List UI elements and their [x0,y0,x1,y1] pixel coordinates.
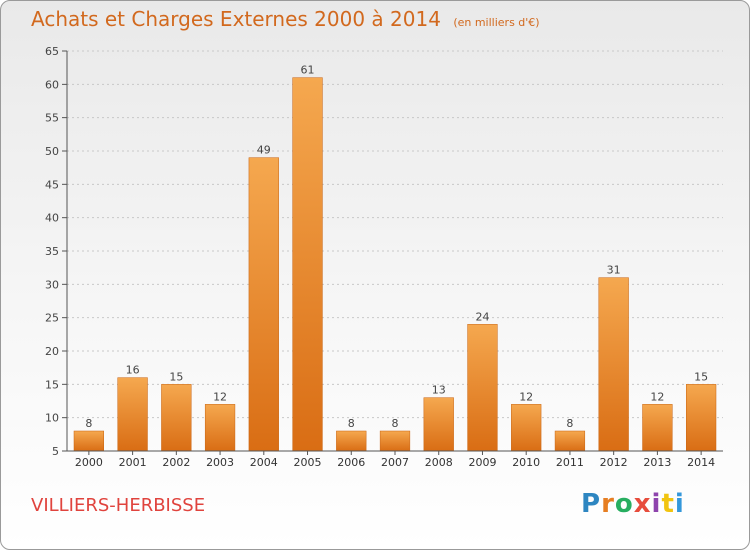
bar-2005 [292,77,323,452]
x-tick-label: 2002 [162,456,190,469]
bar-value-label: 12 [519,390,533,403]
logo-letter: t [661,489,675,519]
bar-2004 [248,157,279,452]
bar-2006 [336,430,367,452]
x-tick-label: 2014 [687,456,715,469]
x-tick-label: 2009 [468,456,496,469]
bar-value-label: 8 [566,417,573,430]
x-tick-label: 2004 [250,456,278,469]
y-tick-label: 50 [45,145,59,158]
y-tick-label: 60 [45,78,59,91]
logo-letter: i [651,489,662,519]
chart-title: Achats et Charges Externes 2000 à 2014 (… [31,7,540,31]
chart-unit: (en milliers d'€) [453,16,540,29]
axis-layer: 5 10 15 20 25 30 35 40 45 50 55 60 65 2000 2001 2002 200… [45,45,723,469]
y-tick-label: 65 [45,45,59,58]
y-tick-label: 45 [45,178,59,191]
bar-2012 [598,277,629,452]
bar-value-label: 15 [694,370,708,383]
y-tick-label: 40 [45,212,59,225]
x-tick-label: 2006 [337,456,365,469]
x-tick-label: 2007 [381,456,409,469]
bar-chart: 8 16 15 12 49 61 8 8 13 24 12 8 31 12 15 5 10 15 20 25 30 35… [45,45,723,469]
logo-letter: i [674,489,685,519]
chart-title-text: Achats et Charges Externes 2000 à 2014 [31,7,441,31]
logo-letter: o [614,489,634,519]
bar-2007 [379,430,411,452]
y-tick-label: 25 [45,312,59,325]
bar-value-label: 24 [475,310,489,323]
y-tick-label: 15 [45,378,59,391]
logo-letter: x [633,489,652,519]
bar-2003 [204,404,236,452]
logo-letter: P [581,489,602,519]
bar-2008 [423,397,454,452]
bar-value-label: 12 [650,390,664,403]
bar-2011 [554,430,586,452]
y-tick-label: 30 [45,278,59,291]
x-tick-label: 2013 [643,456,671,469]
bar-value-label: 8 [392,417,399,430]
bar-value-label: 16 [126,364,140,377]
bar-value-label: 49 [257,144,271,157]
x-tick-label: 2010 [512,456,540,469]
y-tick-label: 5 [52,445,59,458]
bar-2014 [686,384,717,452]
x-tick-label: 2012 [600,456,628,469]
commune-name: VILLIERS-HERBISSE [31,495,206,516]
x-tick-label: 2000 [75,456,103,469]
x-tick-label: 2005 [294,456,322,469]
bar-value-label: 8 [348,417,355,430]
y-tick-label: 35 [45,245,59,258]
x-tick-label: 2008 [425,456,453,469]
bar-2009 [467,324,498,452]
bar-value-label: 61 [301,64,315,77]
x-tick-label: 2003 [206,456,234,469]
bar-2010 [511,404,542,452]
y-tick-label: 20 [45,345,59,358]
bar-value-label: 13 [432,384,446,397]
x-tick-label: 2011 [556,456,584,469]
bar-2013 [642,404,673,452]
x-tick-label: 2001 [119,456,147,469]
bar-value-label: 12 [213,390,227,403]
y-tick-label: 55 [45,112,59,125]
bar-2000 [73,430,104,452]
bar-2001 [117,377,148,452]
bar-2002 [161,384,192,452]
bar-layer: 8 16 15 12 49 61 8 8 13 24 12 8 31 12 15 [73,64,717,452]
bar-value-label: 8 [85,417,92,430]
logo-letter: r [601,489,615,519]
bar-value-label: 31 [607,264,621,277]
bar-value-label: 15 [169,370,183,383]
y-tick-label: 10 [45,412,59,425]
proxiti-logo: Proxiti [581,489,685,519]
